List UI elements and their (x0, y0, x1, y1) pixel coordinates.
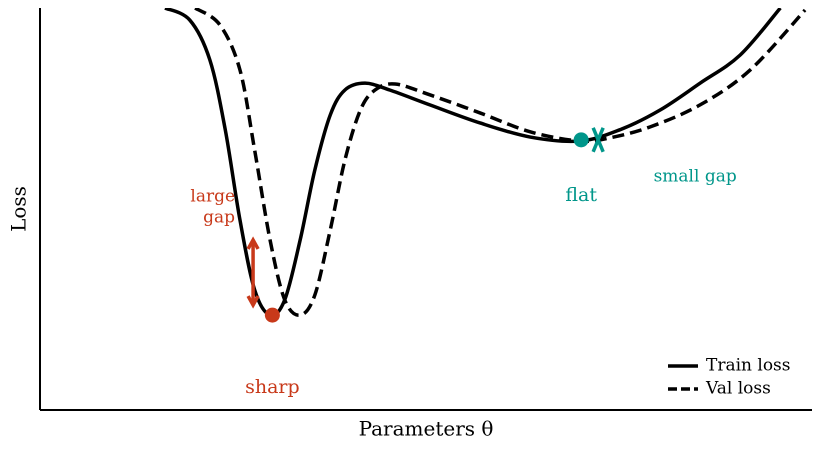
small-gap-label: small gap (654, 166, 737, 186)
legend-label: Val loss (705, 379, 771, 399)
x-axis-label: Parameters θ (359, 417, 494, 441)
val-marker (591, 127, 605, 153)
legend-label: Train loss (706, 356, 791, 376)
plot-area (164, 8, 807, 318)
gap-label: large (190, 186, 235, 206)
gap-label: gap (203, 207, 235, 227)
minimum-point (264, 307, 280, 323)
point-label: flat (565, 184, 597, 206)
arrow-head (246, 295, 260, 309)
y-axis-label: Loss (7, 186, 31, 232)
point-label: sharp (245, 376, 300, 398)
minimum-point (573, 132, 589, 148)
arrow-head (246, 236, 260, 250)
loss-curve (194, 8, 807, 317)
loss-curve (164, 8, 782, 318)
